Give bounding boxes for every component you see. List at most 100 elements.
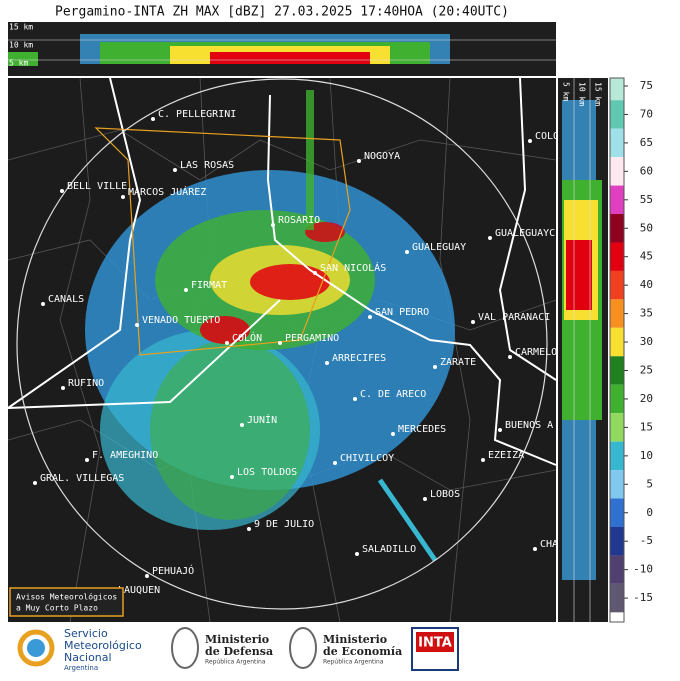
range-ring — [16, 78, 548, 610]
footer: Servicio Meteorológico Nacional Argentin… — [17, 627, 459, 672]
city-dot — [433, 365, 437, 369]
colorbar-label: 60 — [640, 164, 653, 177]
city-dot — [313, 271, 317, 275]
title: Pergamino-INTA ZH MAX [dBZ] 27.03.2025 1… — [55, 5, 509, 20]
smn-logo — [27, 639, 45, 657]
colorbar-label: 65 — [640, 136, 653, 149]
city-label: LOBOS — [430, 489, 460, 500]
city-dot — [533, 547, 537, 551]
colorbar-label: 45 — [640, 250, 653, 263]
city-label: JUNÍN — [247, 413, 277, 426]
coat-of-arms — [171, 627, 199, 669]
notice-text: Avisos Meteorológicos — [16, 592, 117, 602]
colorbar-label: 75 — [640, 79, 653, 92]
city-label: ZARATE — [440, 357, 476, 368]
radar-echoes — [85, 90, 455, 562]
city-dot — [151, 117, 155, 121]
top-echo — [8, 34, 450, 66]
city-dot — [184, 288, 188, 292]
region-outline — [94, 127, 351, 356]
colorbar-label: 25 — [640, 364, 653, 377]
colorbar-swatch — [610, 470, 624, 499]
city-dot — [60, 189, 64, 193]
notice-text: a Muy Corto Plazo — [16, 604, 98, 613]
smn-text: Argentina — [64, 664, 98, 672]
colorbar-label: -10 — [633, 563, 653, 576]
city-dot — [325, 361, 329, 365]
height-label: 10 km — [9, 41, 33, 50]
city-label: BELL VILLE — [67, 181, 127, 192]
colorbar-swatch — [610, 242, 624, 271]
city-label: SALADILLO — [362, 544, 416, 555]
ministry-text: de Defensa — [205, 645, 273, 658]
height-label: 5 km — [9, 59, 28, 68]
colorbar-swatch — [610, 214, 624, 243]
city-dot — [230, 475, 234, 479]
city-label: ROSARIO — [278, 215, 320, 226]
city-label: LAUQUEN — [118, 585, 160, 596]
city-dot — [481, 458, 485, 462]
colorbar-label: 20 — [640, 392, 653, 405]
city-dot — [121, 195, 125, 199]
city-label: MARCOS JUÁREZ — [128, 185, 206, 198]
city-label: COLO — [535, 131, 559, 142]
inta-logo — [416, 632, 454, 652]
city-dot — [488, 236, 492, 240]
ministry-text: Ministerio — [205, 633, 269, 646]
colorbar-swatch — [610, 441, 624, 471]
colorbar-swatch — [610, 413, 624, 442]
city-label: F. AMEGHINO — [92, 450, 158, 461]
colorbar-label: 30 — [640, 335, 653, 348]
colorbar-label: -5 — [640, 534, 653, 547]
colorbar-label: 70 — [640, 107, 653, 120]
city-dot — [368, 315, 372, 319]
colorbar-swatch — [610, 157, 624, 186]
city-label: VENADO TUERTO — [142, 315, 220, 326]
city-label: COLÓN — [232, 331, 262, 344]
city-label: GUALEGUAYC — [495, 228, 555, 239]
height-label: 10 km — [578, 82, 587, 106]
city-dot — [240, 423, 244, 427]
smn-text: Nacional — [64, 651, 112, 664]
smn-text: Meteorológico — [64, 639, 142, 652]
city-label: CHIVILCOY — [340, 453, 394, 464]
height-label: 15 km — [594, 82, 603, 106]
city-label: CARMELO — [515, 347, 557, 358]
colorbar-label: -15 — [633, 591, 653, 604]
colorbar-swatch — [610, 299, 624, 328]
colorbar-label: 15 — [640, 420, 653, 433]
city-label: NOGOYA — [364, 151, 400, 162]
city-label: FIRMAT — [191, 280, 227, 291]
city-label: BUENOS A — [505, 420, 553, 431]
city-dot — [145, 574, 149, 578]
colorbar-swatch — [610, 384, 624, 414]
city-label: MERCEDES — [398, 424, 446, 435]
borders — [4, 77, 557, 466]
city-dot — [247, 527, 251, 531]
colorbar-swatch — [610, 327, 624, 357]
side-echo — [562, 100, 602, 580]
city-label: CANALS — [48, 294, 84, 305]
city-label: LOS TOLDOS — [237, 467, 297, 478]
colorbar-label: 10 — [640, 449, 653, 462]
city-label: SAN PEDRO — [375, 307, 429, 318]
city-label: GUALEGUAY — [412, 242, 466, 253]
ministry-text: de Economía — [323, 645, 402, 658]
colorbar-swatch — [610, 78, 624, 101]
colorbar-label: 55 — [640, 193, 653, 206]
colorbar-label: 40 — [640, 278, 653, 291]
ministry-text: República Argentina — [205, 659, 266, 666]
city-dot — [33, 481, 37, 485]
colorbar-swatch — [610, 526, 624, 556]
city-label: CHA — [540, 539, 558, 550]
city-dot — [353, 397, 357, 401]
city-dot — [528, 139, 532, 143]
height-label: 15 km — [9, 23, 33, 32]
colorbar-swatch — [610, 128, 624, 158]
coat-of-arms — [289, 627, 317, 669]
city-dot — [333, 461, 337, 465]
city-dot — [41, 302, 45, 306]
city-dot — [355, 552, 359, 556]
city-dot — [423, 497, 427, 501]
